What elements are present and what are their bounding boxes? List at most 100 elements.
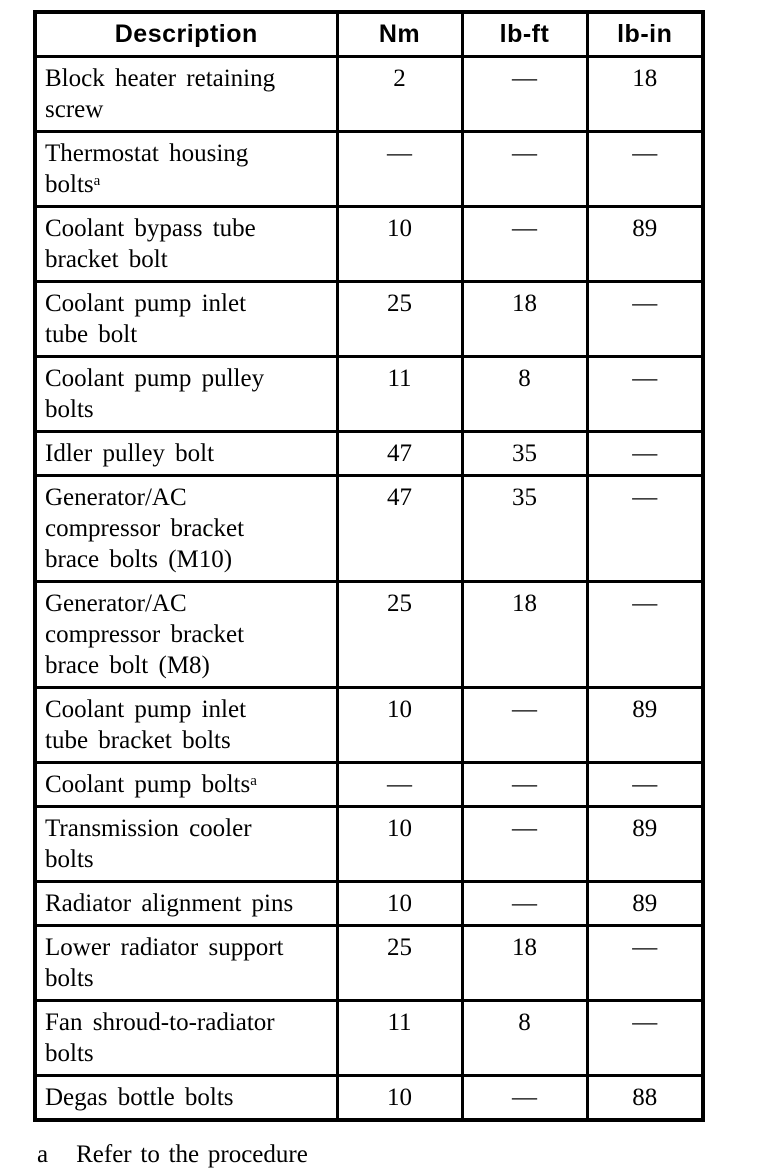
lb-ft-value-cell: — bbox=[460, 205, 589, 283]
description-cell: Generator/AC compressor bracket brace bo… bbox=[33, 474, 339, 583]
description-text: Coolant pump inlet tube bracket bolts bbox=[45, 696, 247, 754]
lb-in-value-cell: — bbox=[585, 430, 705, 477]
lb-in-value-cell: 89 bbox=[585, 686, 705, 764]
table-row: Coolant bypass tube bracket bolt 10 — 89 bbox=[33, 205, 705, 283]
description-text: Radiator alignment pins bbox=[45, 890, 294, 917]
header-nm: Nm bbox=[335, 10, 464, 58]
lb-in-value-cell: 18 bbox=[585, 55, 705, 133]
lb-in-value-cell: — bbox=[585, 474, 705, 583]
table-row: Degas bottle bolts 10 — 88 bbox=[33, 1074, 705, 1122]
footnote-marker: a bbox=[37, 1141, 49, 1168]
description-text: Generator/AC compressor bracket brace bo… bbox=[45, 590, 245, 679]
description-cell: Degas bottle bolts bbox=[33, 1074, 339, 1122]
description-cell: Coolant bypass tube bracket bolt bbox=[33, 205, 339, 283]
lb-ft-value-cell: — bbox=[460, 55, 589, 133]
nm-value-cell: 25 bbox=[335, 580, 464, 689]
header-lb-in: lb-in bbox=[585, 10, 705, 58]
description-cell: Coolant pump inlet tube bracket bolts bbox=[33, 686, 339, 764]
description-cell: Coolant pump inlet tube bolt bbox=[33, 280, 339, 358]
lb-ft-value-cell: 18 bbox=[460, 280, 589, 358]
description-text: Coolant pump inlet tube bolt bbox=[45, 290, 247, 348]
table-row: Radiator alignment pins 10 — 89 bbox=[33, 880, 705, 927]
lb-ft-value-cell: 18 bbox=[460, 580, 589, 689]
lb-ft-value-cell: 18 bbox=[460, 924, 589, 1002]
footnote-marker-superscript: a bbox=[250, 773, 257, 789]
description-text: Generator/AC compressor bracket brace bo… bbox=[45, 484, 245, 573]
description-text: Transmission cooler bolts bbox=[45, 815, 252, 873]
table-row: Transmission cooler bolts 10 — 89 bbox=[33, 805, 705, 883]
table-row: Lower radiator support bolts 25 18 — bbox=[33, 924, 705, 1002]
nm-value-cell: 10 bbox=[335, 205, 464, 283]
table-row: Coolant pump inlet tube bracket bolts 10… bbox=[33, 686, 705, 764]
lb-in-value-cell: — bbox=[585, 580, 705, 689]
description-cell: Lower radiator support bolts bbox=[33, 924, 339, 1002]
table-row: Coolant pump pulley bolts 11 8 — bbox=[33, 355, 705, 433]
lb-in-value-cell: — bbox=[585, 761, 705, 808]
table-header-row: Description Nm lb-ft lb-in bbox=[33, 10, 705, 58]
description-cell: Generator/AC compressor bracket brace bo… bbox=[33, 580, 339, 689]
nm-value-cell: 2 bbox=[335, 55, 464, 133]
description-text: Idler pulley bolt bbox=[45, 440, 215, 467]
description-text: Coolant pump pulley bolts bbox=[45, 365, 265, 423]
nm-value-cell: — bbox=[335, 130, 464, 208]
lb-ft-value-cell: — bbox=[460, 686, 589, 764]
description-cell: Block heater retaining screw bbox=[33, 55, 339, 133]
lb-ft-value-cell: — bbox=[460, 761, 589, 808]
nm-value-cell: 11 bbox=[335, 355, 464, 433]
table-footnote: a Refer to the procedure bbox=[37, 1140, 768, 1170]
header-lb-ft: lb-ft bbox=[460, 10, 589, 58]
description-text: Thermostat housing bolts bbox=[45, 140, 249, 198]
description-cell: Coolant pump boltsa bbox=[33, 761, 339, 808]
lb-in-value-cell: 89 bbox=[585, 805, 705, 883]
table-row: Coolant pump inlet tube bolt 25 18 — bbox=[33, 280, 705, 358]
table-row: Thermostat housing boltsa — — — bbox=[33, 130, 705, 208]
lb-ft-value-cell: — bbox=[460, 1074, 589, 1122]
table-row: Idler pulley bolt 47 35 — bbox=[33, 430, 705, 477]
table-row: Fan shroud-to-radiator bolts 11 8 — bbox=[33, 999, 705, 1077]
table-row: Generator/AC compressor bracket brace bo… bbox=[33, 474, 705, 583]
lb-in-value-cell: — bbox=[585, 130, 705, 208]
table-row: Coolant pump boltsa — — — bbox=[33, 761, 705, 808]
lb-in-value-cell: — bbox=[585, 924, 705, 1002]
header-description: Description bbox=[33, 10, 339, 58]
nm-value-cell: 47 bbox=[335, 430, 464, 477]
description-text: Block heater retaining screw bbox=[45, 65, 276, 123]
footnote-marker-superscript: a bbox=[93, 173, 101, 189]
nm-value-cell: 10 bbox=[335, 1074, 464, 1122]
description-cell: Coolant pump pulley bolts bbox=[33, 355, 339, 433]
nm-value-cell: 10 bbox=[335, 805, 464, 883]
description-text: Lower radiator support bolts bbox=[45, 934, 284, 992]
description-cell: Radiator alignment pins bbox=[33, 880, 339, 927]
nm-value-cell: 25 bbox=[335, 924, 464, 1002]
lb-ft-value-cell: 8 bbox=[460, 355, 589, 433]
lb-ft-value-cell: — bbox=[460, 880, 589, 927]
lb-ft-value-cell: — bbox=[460, 130, 589, 208]
nm-value-cell: 47 bbox=[335, 474, 464, 583]
torque-specifications-table: Description Nm lb-ft lb-in Block heater … bbox=[33, 10, 705, 1122]
lb-ft-value-cell: 8 bbox=[460, 999, 589, 1077]
nm-value-cell: — bbox=[335, 761, 464, 808]
footnote-text: Refer to the procedure bbox=[76, 1141, 308, 1168]
description-cell: Transmission cooler bolts bbox=[33, 805, 339, 883]
lb-ft-value-cell: 35 bbox=[460, 430, 589, 477]
nm-value-cell: 25 bbox=[335, 280, 464, 358]
description-cell: Idler pulley bolt bbox=[33, 430, 339, 477]
table-row: Generator/AC compressor bracket brace bo… bbox=[33, 580, 705, 689]
description-cell: Fan shroud-to-radiator bolts bbox=[33, 999, 339, 1077]
lb-ft-value-cell: 35 bbox=[460, 474, 589, 583]
lb-in-value-cell: 89 bbox=[585, 205, 705, 283]
description-text: Fan shroud-to-radiator bolts bbox=[45, 1009, 275, 1067]
description-cell: Thermostat housing boltsa bbox=[33, 130, 339, 208]
lb-in-value-cell: 88 bbox=[585, 1074, 705, 1122]
table-body: Block heater retaining screw 2 — 18 Ther… bbox=[33, 55, 705, 1122]
lb-in-value-cell: — bbox=[585, 999, 705, 1077]
nm-value-cell: 11 bbox=[335, 999, 464, 1077]
description-text: Degas bottle bolts bbox=[45, 1084, 234, 1111]
table-row: Block heater retaining screw 2 — 18 bbox=[33, 55, 705, 133]
nm-value-cell: 10 bbox=[335, 686, 464, 764]
description-text: Coolant pump bolts bbox=[45, 771, 251, 798]
lb-in-value-cell: — bbox=[585, 355, 705, 433]
lb-in-value-cell: 89 bbox=[585, 880, 705, 927]
description-text: Coolant bypass tube bracket bolt bbox=[45, 215, 256, 273]
